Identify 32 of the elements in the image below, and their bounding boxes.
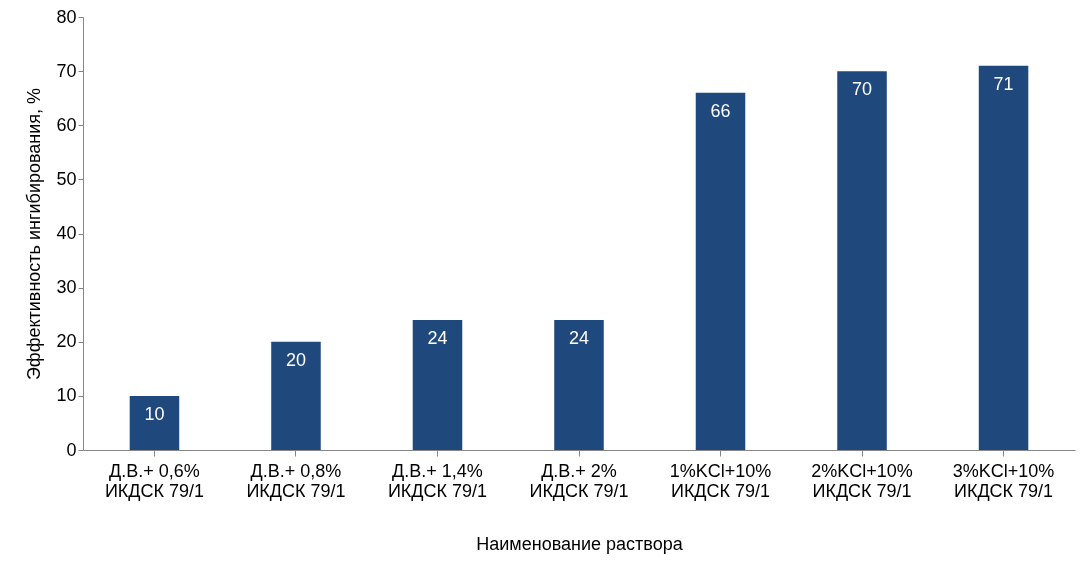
data-label: 66 — [710, 100, 731, 121]
data-label: 20 — [285, 349, 306, 370]
y-tick-label: 70 — [56, 60, 77, 81]
data-label: 24 — [427, 328, 448, 349]
y-tick-label: 40 — [56, 223, 77, 243]
bar — [695, 92, 746, 450]
x-axis-title: Наименование раствора — [476, 533, 684, 554]
bar — [554, 320, 604, 450]
y-tick-label: 60 — [56, 114, 77, 135]
x-tick-label: Д.В.+ 2% ИКДСК 79/1 — [529, 460, 629, 501]
y-tick-label: 20 — [56, 331, 77, 352]
bar — [837, 71, 887, 450]
x-tick-label: 1%KCl+10% ИКДСК 79/1 — [669, 460, 772, 501]
y-tick-label: 10 — [56, 385, 77, 406]
x-tick-label: Д.В.+ 0,8% ИКДСК 79/1 — [246, 460, 346, 501]
data-label: 10 — [144, 403, 165, 424]
data-label: 71 — [993, 73, 1014, 94]
bar — [412, 320, 463, 450]
y-tick-label: 30 — [56, 277, 77, 298]
bar — [129, 395, 180, 450]
y-tick-label: 80 — [56, 6, 77, 27]
x-tick-label: Д.В.+ 0,6% ИКДСК 79/1 — [104, 460, 205, 501]
y-tick-label: 0 — [66, 439, 77, 460]
data-label: 70 — [852, 79, 873, 100]
data-label: 24 — [568, 328, 590, 349]
y-tick-label: 50 — [56, 168, 77, 189]
y-axis-title: Эффективность ингибирования, % — [24, 87, 45, 381]
bar — [978, 65, 1029, 450]
bar — [271, 341, 321, 450]
x-tick-label: 3%KCl+10% ИКДСК 79/1 — [952, 460, 1055, 501]
x-tick-label: Д.В.+ 1,4% ИКДСК 79/1 — [387, 460, 488, 501]
x-tick-label: 2%KCl+10% ИКДСК 79/1 — [811, 460, 913, 501]
